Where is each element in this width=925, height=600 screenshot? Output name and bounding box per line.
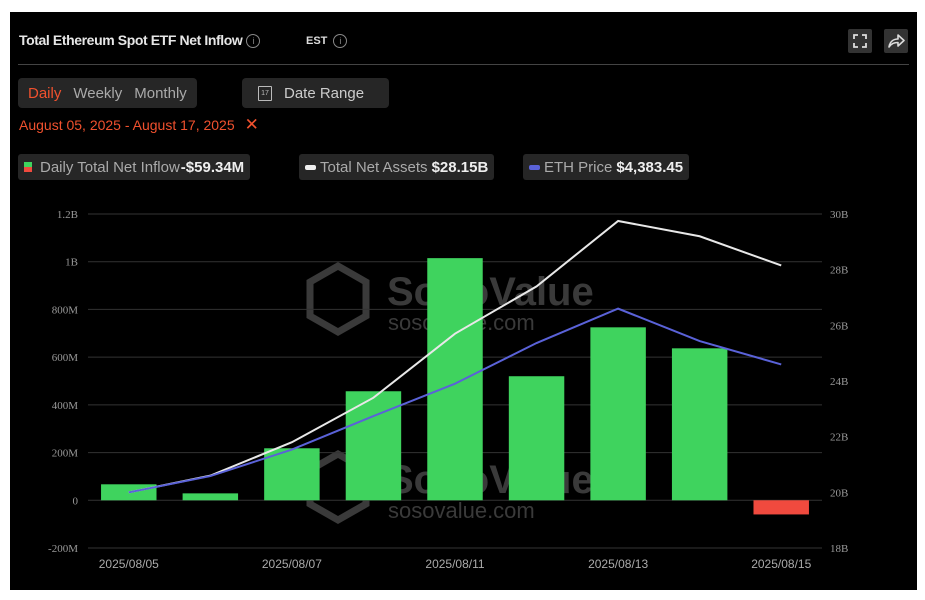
legend-item-eth-price[interactable]: ETH Price $4,383.45 [523, 154, 690, 180]
fullscreen-button[interactable] [848, 29, 872, 53]
tab-daily[interactable]: Daily [28, 84, 62, 102]
header-divider [18, 64, 909, 65]
right-axis-tick: 22B [830, 432, 848, 444]
watermark-logo-icon [306, 261, 370, 337]
bar-net-inflow [590, 327, 646, 501]
left-axis-tick: 600M [52, 352, 79, 364]
chart-svg: SoSoValuesosovalue.comSoSoValuesosovalue… [48, 209, 848, 571]
left-axis-tick: 1B [65, 257, 78, 269]
timezone-label: EST i [306, 34, 348, 48]
left-axis-tick: 200M [52, 448, 79, 460]
blue-line-swatch-icon [529, 164, 540, 170]
bar-net-inflow [264, 448, 320, 501]
share-button[interactable] [884, 29, 908, 53]
bar-net-inflow [182, 493, 239, 501]
tab-weekly[interactable]: Weekly [73, 84, 123, 102]
left-axis-tick: 0 [73, 495, 79, 507]
line-eth-price [128, 307, 782, 494]
x-axis-tick: 2025/08/13 [588, 557, 648, 571]
x-axis-tick: 2025/08/07 [262, 557, 322, 571]
left-axis-tick: 1.2B [57, 209, 78, 221]
watermark-brand: SoSoValue [387, 270, 594, 314]
watermark-url: sosovalue.com [388, 498, 535, 523]
green-red-swatch-icon [24, 162, 32, 172]
selected-date-range: August 05, 2025 - August 17, 2025 ✕ [19, 115, 259, 134]
legend-item-net-assets[interactable]: Total Net Assets $28.15B [299, 154, 495, 180]
legend-item-net-inflow[interactable]: Daily Total Net Inflow -$59.34M [18, 154, 251, 180]
left-axis-tick: 800M [52, 304, 79, 316]
bar-net-inflow [671, 348, 728, 501]
bar-net-inflow [427, 258, 483, 501]
bar-net-inflow [508, 376, 565, 501]
x-axis-tick: 2025/08/11 [425, 557, 484, 571]
tab-monthly[interactable]: Monthly [134, 84, 187, 102]
right-axis-tick: 18B [830, 543, 848, 555]
share-icon [888, 34, 905, 48]
close-icon[interactable]: ✕ [244, 115, 259, 134]
info-icon[interactable]: i [333, 34, 348, 48]
bar-net-inflow [753, 500, 809, 515]
info-icon[interactable]: i [246, 34, 261, 49]
fullscreen-icon [853, 34, 867, 48]
calendar-icon: 17 [258, 85, 272, 101]
right-axis-tick: 28B [830, 265, 848, 277]
chart-card: Total Ethereum Spot ETF Net Inflow i EST i… [10, 12, 917, 590]
right-axis-tick: 24B [830, 376, 848, 388]
watermark-logo-icon [306, 449, 370, 525]
white-line-swatch-icon [305, 164, 316, 170]
line-total-net-assets [128, 219, 782, 494]
left-axis-tick: 400M [52, 400, 79, 412]
chart-title: Total Ethereum Spot ETF Net Inflow i [19, 32, 261, 49]
right-axis-tick: 30B [830, 209, 848, 221]
period-tabs: Daily Weekly Monthly [18, 78, 197, 108]
right-axis-tick: 26B [830, 320, 848, 332]
date-range-button[interactable]: 17 Date Range [242, 78, 389, 108]
x-axis-tick: 2025/08/15 [751, 557, 811, 571]
left-axis-tick: -200M [48, 543, 78, 555]
right-axis-tick: 20B [830, 487, 848, 499]
x-axis-tick: 2025/08/05 [99, 557, 159, 571]
